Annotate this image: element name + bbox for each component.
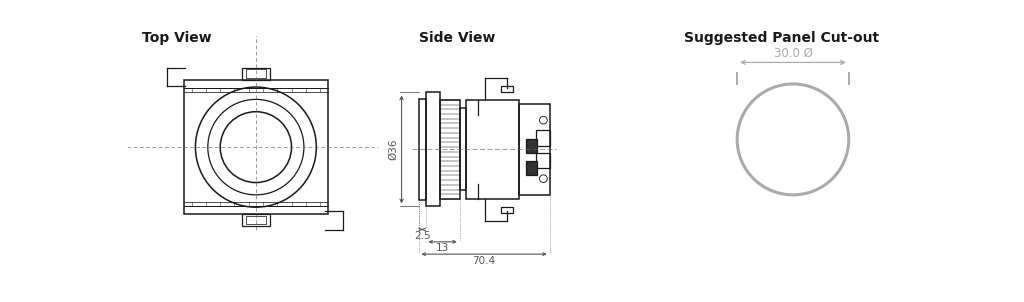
Text: 30.0 Ø: 30.0 Ø [773,46,812,59]
Bar [439,100,460,199]
Bar [501,207,513,213]
Bar [536,153,550,169]
Text: Ø36: Ø36 [388,139,398,160]
Bar [246,216,266,224]
Bar [526,140,538,153]
Bar [526,161,538,175]
Text: 13: 13 [436,243,450,253]
Text: 2.5: 2.5 [414,231,430,241]
Bar [183,80,328,214]
Text: Suggested Panel Cut-out: Suggested Panel Cut-out [684,31,880,46]
Bar [460,108,466,191]
Bar [419,99,426,200]
Text: 70.4: 70.4 [472,256,496,266]
Bar [536,130,550,146]
Bar [501,86,513,92]
Text: Side View: Side View [419,31,495,46]
Bar [426,92,439,206]
Bar [242,68,270,80]
Bar [246,69,266,78]
Bar [466,100,518,199]
Bar [518,104,550,195]
Text: Top View: Top View [142,31,212,46]
Bar [242,214,270,226]
